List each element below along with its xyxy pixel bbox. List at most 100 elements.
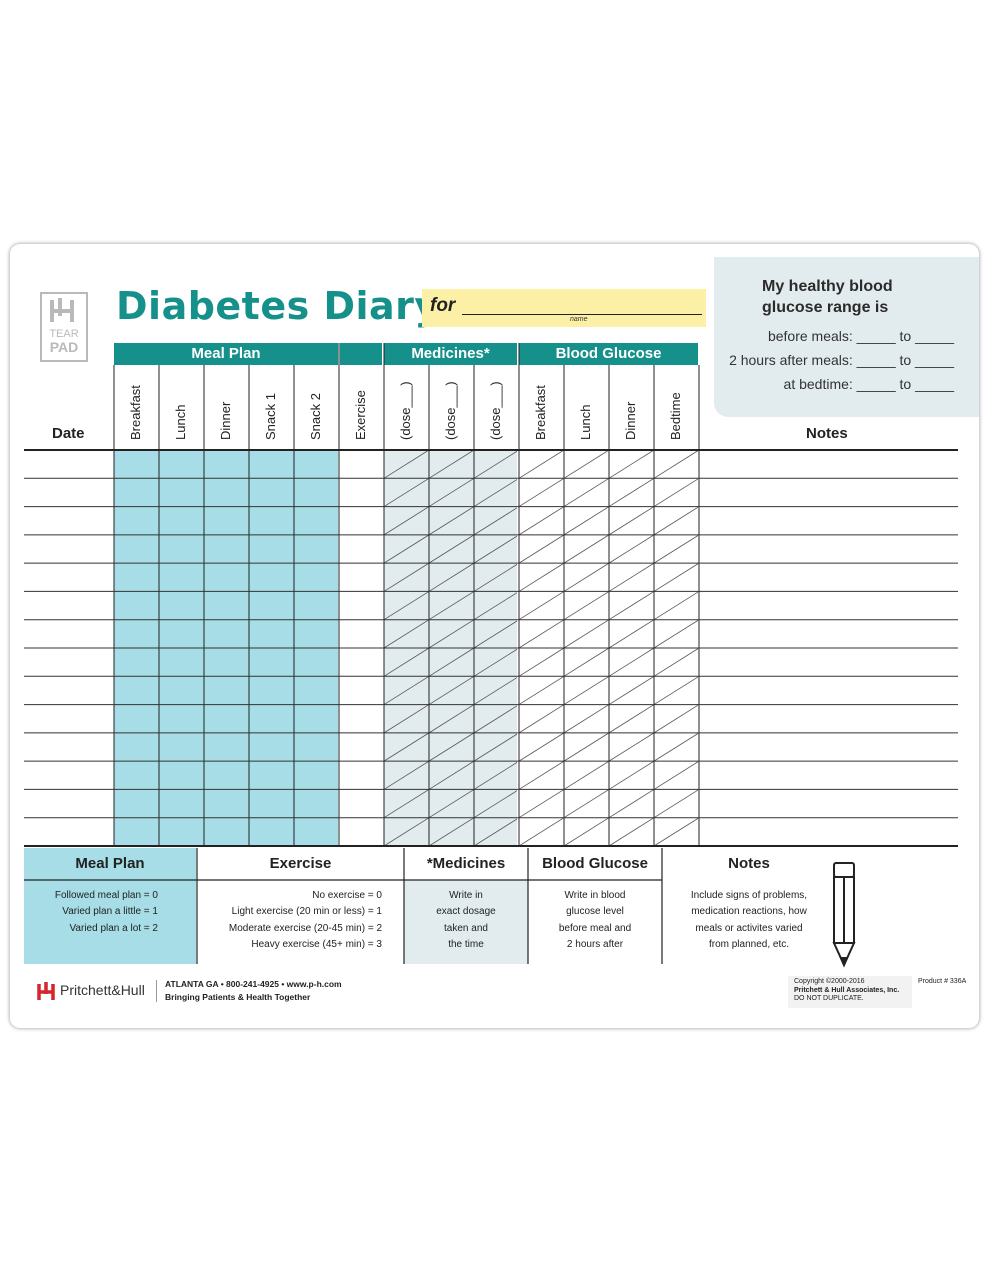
- footer-tagline: Bringing Patients & Health Together: [165, 992, 311, 1002]
- cell-diagonal: [608, 619, 655, 649]
- cell-diagonal: [653, 591, 698, 621]
- cell-diagonal: [608, 534, 655, 564]
- name-caption: name: [570, 316, 588, 323]
- cell-diagonal: [519, 477, 565, 507]
- tear-pad-logo: TEAR PAD: [40, 292, 88, 362]
- cell-diagonal: [653, 704, 698, 734]
- legend-exercise-line: Light exercise (20 min or less) = 1: [231, 906, 382, 918]
- cell-diagonal: [384, 591, 430, 621]
- for-label: for: [430, 295, 456, 316]
- name-field[interactable]: [462, 314, 702, 315]
- legend-meal-line: Varied plan a lot = 2: [69, 922, 159, 934]
- cell-diagonal: [384, 562, 430, 592]
- cell-diagonal: [608, 562, 655, 592]
- range-after-meals[interactable]: 2 hours after meals: _____ to _____: [729, 352, 954, 368]
- cell-diagonal: [428, 675, 475, 705]
- cell-diagonal: [473, 790, 517, 819]
- cell-diagonal: [563, 675, 610, 705]
- page-title: Diabetes Diary: [116, 284, 440, 328]
- legend-glucose-title: Blood Glucose: [542, 855, 648, 872]
- cell-diagonal: [653, 648, 698, 677]
- cell-diagonal: [519, 817, 565, 846]
- cell-diagonal: [473, 479, 517, 507]
- cell-diagonal: [473, 620, 517, 649]
- group-exercise-spacer: [340, 343, 382, 365]
- medicines-diagonals: [384, 450, 517, 846]
- cell-diagonal: [428, 817, 475, 846]
- range-bedtime[interactable]: at bedtime: _____ to _____: [783, 376, 954, 392]
- cell-diagonal: [428, 789, 475, 819]
- cell-diagonal: [519, 732, 565, 762]
- copyright-line: Pritchett & Hull Associates, Inc.: [794, 986, 900, 994]
- legend-glucose-line: Write in blood: [564, 890, 626, 901]
- cell-diagonal: [473, 733, 517, 762]
- cell-diagonal: [519, 591, 565, 621]
- cell-diagonal: [519, 760, 565, 790]
- cell-diagonal: [563, 817, 610, 846]
- cell-diagonal: [384, 647, 430, 677]
- cell-diagonal: [653, 817, 698, 846]
- cell-diagonal: [653, 733, 698, 762]
- cell-diagonal: [428, 562, 475, 592]
- cell-diagonal: [384, 619, 430, 649]
- cell-diagonal: [563, 647, 610, 677]
- glucose-diagonals: [519, 450, 698, 846]
- cell-diagonal: [428, 450, 475, 479]
- cell-diagonal: [384, 477, 430, 507]
- logo-text-tear: TEAR: [49, 328, 78, 340]
- cell-diagonal: [473, 761, 517, 790]
- cell-diagonal: [608, 732, 655, 762]
- cell-diagonal: [563, 704, 610, 734]
- product-number: Product # 336A: [918, 978, 967, 985]
- cell-diagonal: [608, 591, 655, 621]
- cell-diagonal: [473, 450, 517, 479]
- cell-diagonal: [384, 789, 430, 819]
- cell-diagonal: [519, 675, 565, 705]
- cell-diagonal: [608, 817, 655, 846]
- cell-diagonal: [608, 477, 655, 507]
- cell-diagonal: [428, 506, 475, 536]
- copyright-text: Copyright ©2000-2016 Pritchett & Hull As…: [794, 978, 899, 1004]
- cell-diagonal: [608, 675, 655, 705]
- cell-diagonal: [653, 789, 698, 819]
- legend-medicines-title: *Medicines: [426, 855, 506, 872]
- legend-exercise-title: Exercise: [269, 855, 332, 872]
- cell-diagonal: [653, 450, 698, 479]
- cell-diagonal: [384, 704, 430, 734]
- range-before-meals[interactable]: before meals: _____ to _____: [767, 328, 954, 344]
- legend-medicines-line: exact dosage: [436, 906, 496, 918]
- cell-diagonal: [473, 705, 517, 734]
- cell-diagonal: [428, 619, 475, 649]
- cell-diagonal: [384, 732, 430, 762]
- cell-diagonal: [563, 732, 610, 762]
- cell-diagonal: [608, 506, 655, 536]
- legend-meal-line: Varied plan a little = 1: [62, 906, 158, 918]
- cell-diagonal: [428, 760, 475, 790]
- diary-grid: [24, 343, 958, 968]
- legend-glucose-body: Write in blood glucose level before meal…: [528, 888, 662, 953]
- cell-diagonal: [563, 477, 610, 507]
- cell-diagonal: [384, 534, 430, 564]
- cell-diagonal: [653, 478, 698, 507]
- cell-diagonal: [473, 507, 517, 536]
- cell-diagonal: [653, 506, 698, 536]
- cell-diagonal: [519, 789, 565, 819]
- cell-diagonal: [384, 760, 430, 790]
- cell-diagonal: [473, 592, 517, 621]
- legend-notes-body: Include signs of problems, medication re…: [670, 888, 828, 953]
- legend-medicines-line: taken and: [444, 922, 488, 934]
- legend-notes-line: medication reactions, how: [691, 906, 807, 918]
- range-title: My healthy blood glucose range is: [762, 276, 893, 318]
- pritchett-hull-logo-icon: [36, 980, 58, 1002]
- footer-contact: ATLANTA GA • 800-241-4925 • www.p-h.com: [165, 979, 342, 989]
- cell-diagonal: [473, 648, 517, 677]
- cell-diagonal: [608, 760, 655, 790]
- cell-diagonal: [563, 789, 610, 819]
- cell-diagonal: [563, 619, 610, 649]
- cell-diagonal: [428, 591, 475, 621]
- legend-exercise-line: No exercise = 0: [312, 890, 382, 901]
- legend-exercise-line: Heavy exercise (45+ min) = 3: [251, 938, 382, 950]
- brand-name: Pritchett&Hull: [60, 982, 145, 998]
- cell-diagonal: [428, 534, 475, 564]
- footer-divider: [156, 980, 157, 1002]
